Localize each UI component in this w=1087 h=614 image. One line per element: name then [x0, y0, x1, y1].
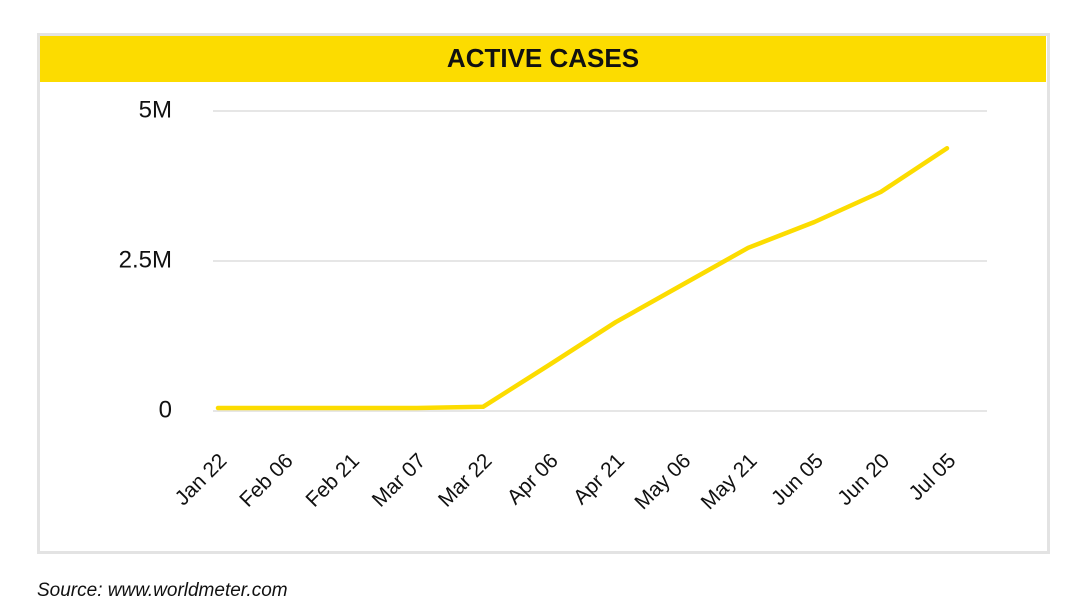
title-bar: [40, 36, 1046, 82]
y-tick-label: 0: [159, 396, 172, 423]
chart-title: ACTIVE CASES: [447, 43, 639, 73]
frame: [37, 33, 1050, 554]
y-tick-label: 5M: [139, 96, 172, 123]
data-line: [215, 145, 950, 411]
source: Source: www.worldmeter.com: [37, 580, 288, 601]
y-tick-label: 2.5M: [119, 246, 172, 273]
